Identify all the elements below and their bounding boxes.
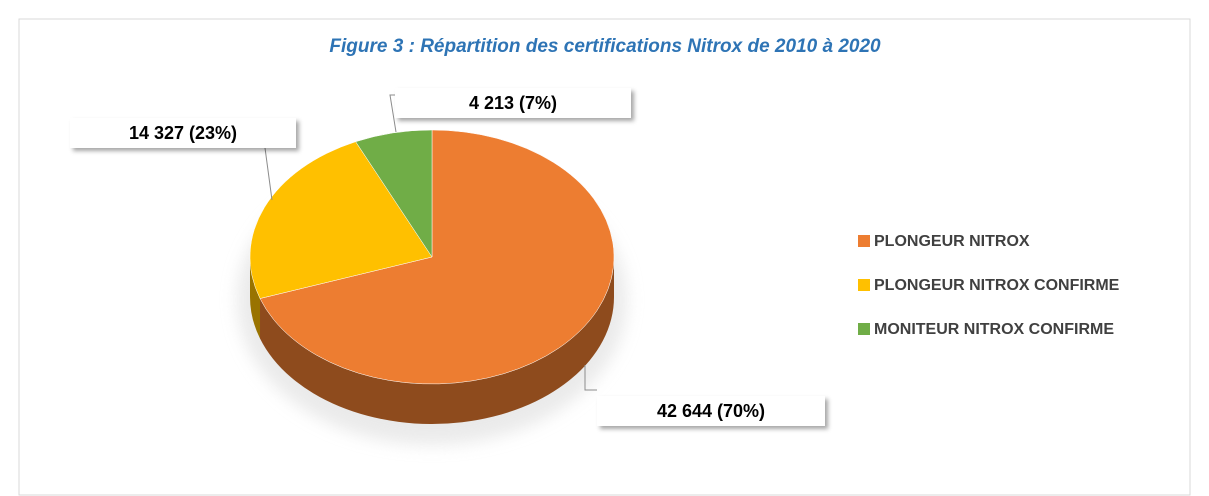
- chart-title: Figure 3 : Répartition des certification…: [329, 36, 881, 57]
- data-label-box: [70, 118, 296, 148]
- slice: [249, 141, 433, 299]
- slice-side: [260, 257, 614, 424]
- slice: [259, 129, 615, 385]
- leader-line: [584, 365, 597, 391]
- data-label: 14 327 (23%): [129, 123, 237, 143]
- data-label: 42 644 (70%): [657, 401, 765, 421]
- data-label: 4 213 (7%): [469, 93, 557, 113]
- data-label-box: [597, 396, 825, 426]
- legend-swatch: [858, 235, 870, 247]
- legend-label: PLONGEUR NITROX: [874, 233, 1030, 250]
- legend-swatch: [858, 279, 870, 291]
- leader-line: [389, 94, 397, 133]
- slice: [355, 129, 433, 258]
- legend-label: MONITEUR NITROX CONFIRME: [874, 321, 1114, 338]
- legend-swatch: [858, 323, 870, 335]
- data-label-box: [395, 88, 631, 118]
- legend-label: PLONGEUR NITROX CONFIRME: [874, 277, 1120, 294]
- slice-side: [250, 257, 261, 339]
